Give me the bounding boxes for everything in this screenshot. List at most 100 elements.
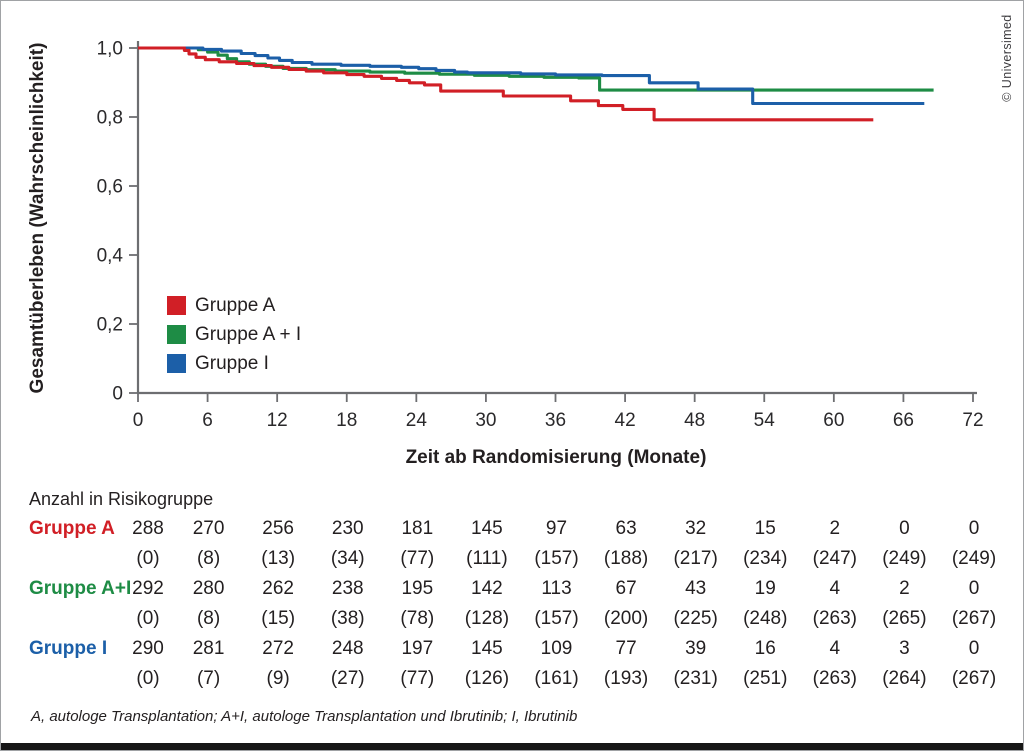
risk-paren-cell: (27) <box>330 668 365 689</box>
x-tick-label: 24 <box>406 410 428 431</box>
risk-at-risk-cell: 197 <box>401 638 434 659</box>
risk-table-title: Anzahl in Risikogruppe <box>29 489 214 509</box>
risk-paren-cell: (157) <box>534 608 579 629</box>
risk-at-risk-cell: 32 <box>685 518 707 539</box>
x-tick-label: 30 <box>475 410 496 431</box>
x-tick-label: 36 <box>545 410 566 431</box>
x-tick-label: 60 <box>823 410 844 431</box>
x-axis-title: Zeit ab Randomisierung (Monate) <box>405 447 707 468</box>
risk-paren-cell: (77) <box>400 548 435 569</box>
risk-paren-cell: (38) <box>330 608 365 629</box>
risk-paren-cell: (263) <box>812 608 857 629</box>
y-tick-label: 0,8 <box>97 108 123 129</box>
risk-paren-cell: (249) <box>951 548 997 569</box>
risk-at-risk-cell: 281 <box>192 638 225 659</box>
footnote: A, autologe Transplantation; A+I, autolo… <box>31 708 578 725</box>
risk-at-risk-cell: 2 <box>899 578 910 599</box>
risk-at-risk-cell: 145 <box>471 638 503 659</box>
risk-row-label: Gruppe A+I <box>29 578 132 599</box>
risk-paren-cell: (0) <box>136 668 160 689</box>
risk-at-risk-cell: 97 <box>545 518 568 539</box>
y-axis-title: Gesamtüberleben (Wahrscheinlichkeit) <box>27 42 48 394</box>
risk-paren-cell: (34) <box>330 548 365 569</box>
risk-at-risk-cell: 0 <box>968 518 980 539</box>
risk-at-risk-cell: 145 <box>471 518 503 539</box>
legend-item-gruppe-a: Gruppe A <box>167 291 301 320</box>
risk-at-risk-cell: 15 <box>754 518 776 539</box>
risk-paren-cell: (188) <box>603 548 649 569</box>
risk-paren-cell: (248) <box>743 608 788 629</box>
risk-paren-cell: (0) <box>136 548 160 569</box>
legend-label-gruppe-a-i: Gruppe A + I <box>195 323 302 345</box>
risk-row-label: Gruppe A <box>29 518 115 539</box>
risk-paren-cell: (111) <box>466 548 508 569</box>
risk-at-risk-cell: 272 <box>262 638 294 659</box>
risk-at-risk-cell: 288 <box>132 518 164 539</box>
risk-at-risk-cell: 280 <box>192 578 225 599</box>
risk-at-risk-cell: 0 <box>968 638 980 659</box>
risk-at-risk-cell: 109 <box>540 638 573 659</box>
risk-paren-cell: (217) <box>673 548 718 569</box>
risk-paren-cell: (264) <box>882 668 927 689</box>
legend-swatch-gruppe-a-i <box>167 325 186 344</box>
risk-row-label: Gruppe I <box>29 638 108 659</box>
risk-paren-cell: (126) <box>464 668 510 689</box>
y-tick-label: 0,6 <box>97 177 123 198</box>
copyright-credit: © Universimed <box>1000 14 1014 102</box>
risk-at-risk-cell: 195 <box>401 578 434 599</box>
risk-paren-cell: (8) <box>196 548 221 569</box>
risk-at-risk-cell: 63 <box>615 518 637 539</box>
risk-paren-cell: (15) <box>261 608 296 629</box>
risk-at-risk-cell: 262 <box>262 578 294 599</box>
risk-paren-cell: (161) <box>534 668 579 689</box>
x-tick-label: 18 <box>336 410 357 431</box>
risk-at-risk-cell: 39 <box>685 638 707 659</box>
risk-at-risk-cell: 67 <box>615 578 637 599</box>
legend-item-gruppe-a-i: Gruppe A + I <box>167 320 301 349</box>
risk-at-risk-cell: 270 <box>192 518 225 539</box>
y-tick-label: 0 <box>112 384 123 405</box>
risk-paren-cell: (7) <box>196 668 221 689</box>
risk-paren-cell: (8) <box>196 608 221 629</box>
risk-paren-cell: (200) <box>603 608 649 629</box>
risk-at-risk-cell: 2 <box>829 518 841 539</box>
bottom-rule <box>1 743 1023 750</box>
risk-paren-cell: (249) <box>882 548 927 569</box>
y-tick-label: 0,2 <box>97 315 123 336</box>
risk-at-risk-cell: 16 <box>754 638 776 659</box>
risk-paren-cell: (13) <box>261 548 296 569</box>
legend-label-gruppe-i: Gruppe I <box>195 352 269 374</box>
risk-at-risk-cell: 230 <box>331 518 364 539</box>
risk-paren-cell: (9) <box>266 668 290 689</box>
x-tick-label: 42 <box>615 410 636 431</box>
risk-at-risk-cell: 292 <box>132 578 164 599</box>
risk-at-risk-cell: 43 <box>685 578 707 599</box>
risk-at-risk-cell: 181 <box>401 518 434 539</box>
risk-paren-cell: (0) <box>136 608 160 629</box>
risk-paren-cell: (267) <box>951 608 997 629</box>
risk-paren-cell: (231) <box>673 668 718 689</box>
x-tick-label: 54 <box>754 410 776 431</box>
risk-at-risk-cell: 290 <box>132 638 164 659</box>
km-curve-gruppe-i <box>138 46 925 106</box>
risk-paren-cell: (251) <box>743 668 788 689</box>
y-tick-label: 1,0 <box>97 39 123 60</box>
risk-at-risk-cell: 77 <box>615 638 637 659</box>
risk-at-risk-cell: 4 <box>829 638 841 659</box>
risk-at-risk-cell: 19 <box>754 578 776 599</box>
risk-at-risk-cell: 3 <box>899 638 910 659</box>
legend: Gruppe A Gruppe A + I Gruppe I <box>167 291 301 378</box>
x-tick-label: 48 <box>684 410 705 431</box>
risk-at-risk-cell: 4 <box>829 578 841 599</box>
x-tick-label: 72 <box>962 410 983 431</box>
risk-paren-cell: (225) <box>673 608 718 629</box>
risk-paren-cell: (157) <box>534 548 579 569</box>
x-tick-label: 12 <box>267 410 288 431</box>
legend-swatch-gruppe-i <box>167 354 186 373</box>
legend-label-gruppe-a: Gruppe A <box>195 294 276 316</box>
risk-at-risk-cell: 238 <box>331 578 364 599</box>
risk-paren-cell: (77) <box>400 668 435 689</box>
km-curve-gruppe-a <box>138 46 874 122</box>
y-tick-label: 0,4 <box>97 246 124 267</box>
